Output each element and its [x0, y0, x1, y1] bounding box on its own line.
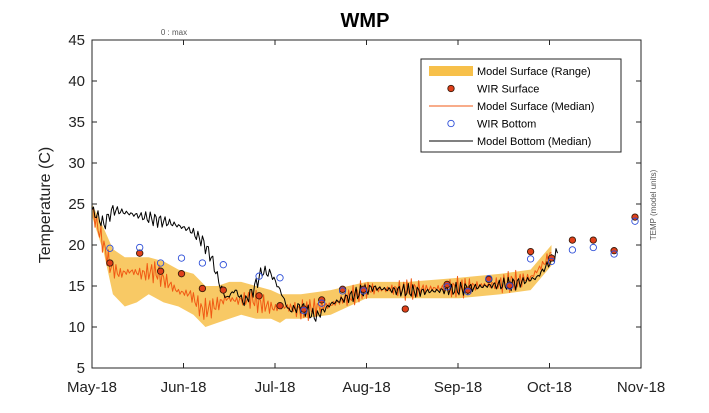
wir-surface-point	[276, 302, 284, 310]
wir-bottom-point	[610, 250, 618, 258]
wir-surface-point	[443, 280, 451, 289]
wir-bottom-point	[106, 244, 114, 252]
y-tick-label: 40	[68, 73, 85, 90]
right-axis-label: TEMP (model units)	[649, 169, 658, 240]
wir-surface-point	[136, 249, 144, 257]
legend-label: Model Bottom (Median)	[477, 136, 591, 148]
x-axis: May-18 Jun-18 Jul-18 Aug-18 Sep-18 Oct-18 Nov-…	[67, 40, 665, 396]
wir-surface-point	[198, 284, 207, 293]
legend-wir-bottom-marker	[447, 119, 455, 128]
x-tick-label: Jun-18	[161, 379, 207, 396]
y-axis: 5 10 15 20 25 30 35 40 45	[68, 32, 641, 377]
y-tick-label: 45	[68, 32, 85, 49]
wir-surface-point	[568, 236, 577, 244]
wir-surface-point	[106, 259, 114, 267]
y-tick-label: 30	[68, 155, 85, 172]
wir-surface-point	[156, 267, 165, 275]
top-note: 0 : max	[161, 28, 187, 37]
wir-surface-point	[255, 292, 263, 300]
y-tick-label: 10	[68, 319, 85, 336]
wir-bottom-point	[568, 246, 577, 254]
legend-label: WIR Bottom	[477, 119, 536, 131]
wir-bottom-point	[276, 274, 284, 282]
x-tick-label: Jul-18	[255, 379, 296, 396]
x-tick-label: Oct-18	[527, 379, 572, 396]
wir-bottom-point	[156, 259, 165, 267]
wir-bottom-point	[547, 257, 556, 266]
wir-bottom-point	[300, 306, 308, 315]
wir-bottom-point	[443, 283, 451, 291]
wir-bottom-point	[526, 255, 535, 263]
legend-label: WIR Surface	[477, 84, 539, 96]
wir-bottom-point	[338, 287, 347, 295]
legend-label: Model Surface (Median)	[477, 101, 594, 113]
y-tick-label: 25	[68, 196, 85, 213]
wir-bottom-point	[506, 282, 514, 290]
y-tick-label: 5	[77, 360, 85, 377]
x-tick-label: Sep-18	[434, 379, 482, 396]
legend: Model Surface (Range) WIR Surface Model Su…	[420, 58, 622, 153]
y-tick-label: 20	[68, 237, 85, 254]
bottom-median-line	[91, 205, 558, 322]
wir-bottom-point	[589, 243, 597, 252]
x-tick-label: Aug-18	[342, 379, 390, 396]
y-axis-label: Temperature (C)	[37, 147, 54, 263]
legend-wir-surface-marker	[447, 84, 455, 93]
wir-bottom-point	[485, 274, 493, 283]
wir-surface-point	[526, 247, 535, 256]
wir-bottom-point	[318, 299, 326, 307]
wir-surface-point	[219, 286, 227, 294]
plot-area	[91, 204, 639, 327]
wir-bottom-point	[136, 243, 144, 252]
wir-bottom-point	[631, 217, 639, 225]
legend-range-swatch	[429, 66, 473, 76]
wir-surface-point	[401, 305, 409, 313]
wir-bottom-point	[359, 287, 368, 295]
wir-bottom-point	[255, 272, 263, 280]
chart-title: WMP	[341, 10, 390, 32]
y-tick-label: 35	[68, 114, 85, 131]
wir-bottom-point	[464, 288, 472, 296]
wir-bottom-point	[177, 254, 186, 262]
x-tick-label: Nov-18	[617, 379, 665, 396]
x-tick-label: May-18	[67, 379, 117, 396]
legend-label: Model Surface (Range)	[477, 66, 591, 78]
wir-surface-point	[177, 270, 186, 278]
wir-bottom-point	[219, 261, 227, 269]
surface-range-band	[92, 204, 552, 327]
wir-surface-point	[589, 236, 597, 244]
wir-bottom-point	[198, 259, 207, 267]
y-tick-label: 15	[68, 278, 85, 295]
